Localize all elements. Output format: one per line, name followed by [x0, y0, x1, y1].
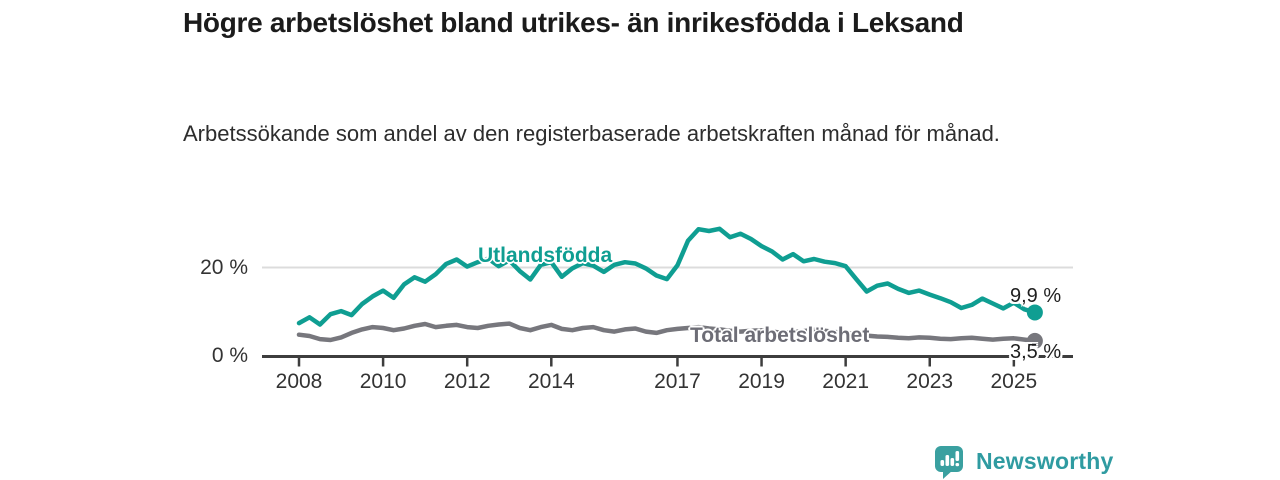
chart-title: Högre arbetslöshet bland utrikes- än inr… [183, 7, 964, 38]
series-line-total-arbetsloshet [296, 321, 1038, 344]
brand-name: Newsworthy [976, 448, 1114, 474]
x-tick-label: 2019 [738, 370, 785, 393]
chart-subtitle: Arbetssökande som andel av den registerb… [183, 121, 1000, 146]
x-tick-label: 2025 [990, 370, 1037, 393]
end-dot-total-arbetsloshet [1026, 332, 1043, 349]
end-value-label-utlandsfodda: 9,9 % [1010, 285, 1062, 307]
x-tick-label: 2008 [276, 370, 323, 393]
y-tick-label-0: 0 % [211, 344, 248, 367]
line-chart: 2008 2010 2012 2014 2017 2019 2021 2023 2025 [0, 195, 1280, 410]
x-tick-label: 2021 [822, 370, 869, 393]
series-line-utlandsfodda [296, 226, 1038, 327]
x-tick-label: 2012 [444, 370, 491, 393]
series-label-utlandsfodda: Utlandsfödda [478, 244, 613, 267]
newsworthy-logo-icon [935, 446, 963, 479]
x-tick-label: 2023 [906, 370, 953, 393]
x-tick-label: 2014 [528, 370, 575, 393]
y-tick-label-20: 20 % [200, 256, 248, 279]
x-tick-label: 2010 [360, 370, 407, 393]
end-dot-utlandsfodda [1026, 304, 1043, 321]
end-value-label-total: 3,5 % [1010, 341, 1062, 363]
brand-footer: Newsworthy [934, 446, 1113, 480]
series-label-total-arbetsloshet: Total arbetslöshet [690, 324, 870, 347]
x-tick-label: 2017 [654, 370, 701, 393]
